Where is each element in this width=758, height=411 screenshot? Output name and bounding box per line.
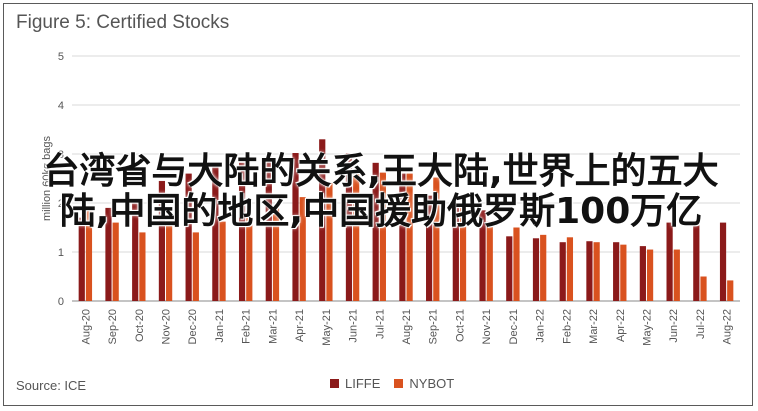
chart-title: Figure 5: Certified Stocks <box>16 12 230 33</box>
legend-swatch-liffe <box>330 379 339 388</box>
bar-liffe <box>265 156 272 301</box>
bar-liffe <box>345 153 353 301</box>
x-tick-label: May-21 <box>321 309 333 346</box>
source-note: Source: ICE <box>16 378 87 393</box>
bar-nybot <box>620 244 627 301</box>
x-tick-label: Oct-20 <box>134 309 146 342</box>
bar-liffe <box>212 166 219 301</box>
bar-liffe <box>666 222 673 301</box>
bar-nybot <box>459 203 467 301</box>
bar-nybot <box>566 237 574 301</box>
bar-liffe <box>559 242 566 301</box>
x-tick-label: Jan-21 <box>214 309 226 343</box>
y-tick-label: 0 <box>58 296 64 308</box>
bar-nybot <box>673 249 680 301</box>
x-tick-label: Mar-21 <box>267 309 279 344</box>
bar-nybot <box>326 183 333 301</box>
x-tick-label: Apr-22 <box>615 309 627 342</box>
bar-nybot <box>219 221 226 301</box>
bar-liffe <box>426 195 433 301</box>
bar-liffe <box>719 222 727 301</box>
bar-nybot <box>112 222 119 301</box>
x-tick-label: Jun-21 <box>348 309 360 343</box>
bar-nybot <box>299 197 306 301</box>
bar-nybot <box>139 232 146 301</box>
bar-nybot <box>513 227 520 301</box>
x-tick-label: Dec-20 <box>187 309 199 344</box>
bar-nybot <box>700 276 707 301</box>
x-tick-label: Jan-22 <box>535 309 547 343</box>
y-tick-label: 2 <box>58 198 64 210</box>
x-tick-label: Jun-22 <box>668 309 680 343</box>
bar-nybot <box>379 172 386 301</box>
bar-liffe <box>185 173 192 301</box>
bar-nybot <box>593 242 600 301</box>
bar-liffe <box>693 222 700 301</box>
bar-liffe <box>132 200 139 301</box>
x-tick-label: Sep-21 <box>428 309 440 344</box>
bar-liffe <box>613 242 620 301</box>
bar-liffe <box>452 205 459 301</box>
legend-label-nybot: NYBOT <box>409 376 455 391</box>
y-tick-label: 5 <box>58 51 64 63</box>
bar-liffe <box>105 207 112 301</box>
bar-liffe <box>532 238 540 301</box>
bar-liffe <box>399 173 406 301</box>
bar-liffe <box>292 153 299 301</box>
x-tick-label: Apr-21 <box>294 309 306 342</box>
bar-liffe <box>238 162 246 301</box>
bar-nybot <box>192 232 199 301</box>
x-tick-label: Aug-22 <box>722 309 734 344</box>
y-tick-label: 4 <box>58 100 64 112</box>
bar-liffe <box>158 180 166 301</box>
legend-label-liffe: LIFFE <box>345 376 381 391</box>
x-tick-label: May-22 <box>641 309 653 346</box>
bar-liffe <box>319 139 326 301</box>
x-tick-label: Dec-21 <box>508 309 520 344</box>
x-tick-label: Aug-20 <box>80 309 92 344</box>
bar-nybot <box>246 217 253 301</box>
y-tick-label: 1 <box>58 247 64 259</box>
bar-liffe <box>479 210 486 301</box>
x-tick-label: Jul-21 <box>374 309 386 339</box>
bar-nybot <box>166 222 173 301</box>
x-tick-label: Jul-22 <box>695 309 707 339</box>
bar-liffe <box>372 162 379 301</box>
bar-liffe <box>506 236 513 301</box>
legend-item-nybot: NYBOT <box>394 376 454 391</box>
x-tick-label: Mar-22 <box>588 309 600 344</box>
x-tick-label: Aug-21 <box>401 309 413 344</box>
bar-nybot <box>646 249 654 301</box>
bar-nybot <box>85 207 93 301</box>
bar-liffe <box>639 246 646 301</box>
legend-item-liffe: LIFFE <box>330 376 380 391</box>
x-tick-label: Nov-20 <box>161 309 173 344</box>
x-tick-label: Oct-21 <box>454 309 466 342</box>
x-tick-label: Feb-21 <box>241 309 253 344</box>
bar-nybot <box>272 205 280 301</box>
bar-liffe <box>586 241 593 301</box>
chart-legend: LIFFE NYBOT <box>330 376 454 391</box>
y-axis-label: million 60kg bags <box>41 136 53 221</box>
x-tick-label: Sep-20 <box>107 309 119 344</box>
legend-swatch-nybot <box>394 379 404 388</box>
x-tick-label: Feb-22 <box>561 309 573 344</box>
bar-nybot <box>406 173 413 301</box>
y-tick-label: 3 <box>58 149 64 161</box>
bar-nybot <box>433 177 440 301</box>
x-tick-label: Nov-21 <box>481 309 493 344</box>
bar-nybot <box>727 280 734 301</box>
bar-nybot <box>353 172 360 301</box>
bar-nybot <box>540 234 547 301</box>
bar-liffe <box>78 217 85 301</box>
bar-nybot <box>486 221 493 301</box>
